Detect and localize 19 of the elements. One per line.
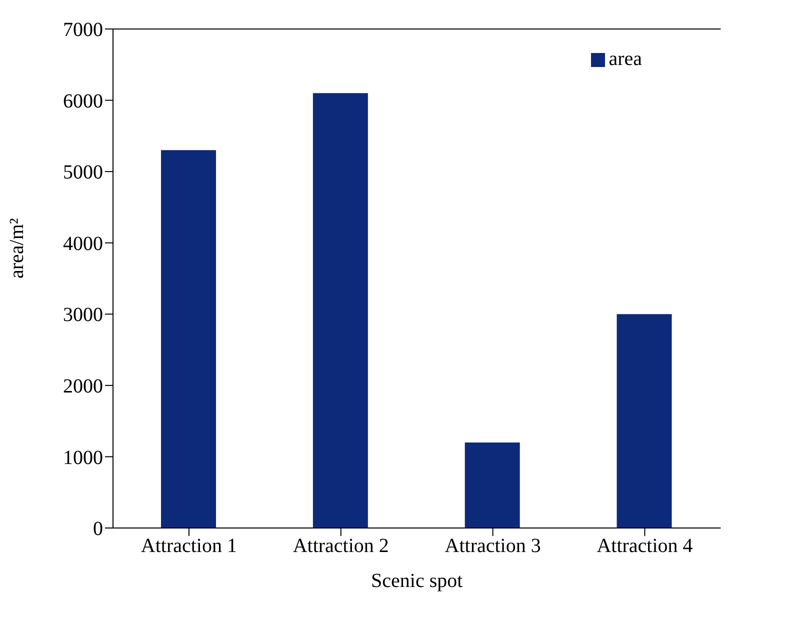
bar	[312, 93, 368, 528]
x-tick-label: Attraction 4	[596, 535, 693, 558]
y-tick-label: 1000	[63, 446, 103, 469]
bar	[464, 442, 520, 528]
y-tick-label: 4000	[63, 232, 103, 255]
y-tick-label: 6000	[63, 90, 103, 112]
bar	[161, 150, 216, 528]
x-tick-label: Attraction 2	[292, 535, 389, 558]
y-tick-label: 7000	[63, 19, 103, 42]
y-tick-label: 2000	[63, 376, 103, 398]
x-tick-label: Attraction 1	[140, 535, 238, 558]
y-tick-label: 5000	[63, 162, 103, 184]
bar	[616, 314, 672, 528]
y-tick-label: 0	[93, 518, 103, 540]
x-axis-title: Scenic spot	[371, 570, 464, 592]
x-tick-label: Attraction 3	[444, 535, 541, 558]
y-axis-title: area/m²	[6, 218, 28, 278]
legend-label: area	[608, 48, 642, 70]
y-tick-label: 3000	[63, 304, 103, 326]
